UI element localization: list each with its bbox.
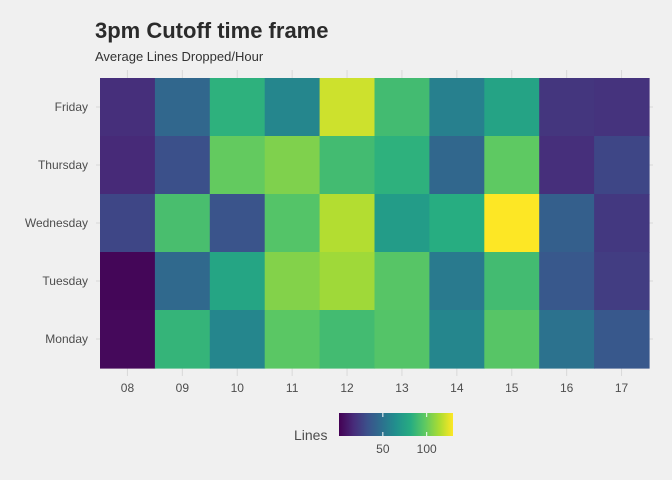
y-tick-label: Tuesday (42, 274, 88, 288)
heatmap-cell (209, 252, 266, 311)
heatmap-cell (374, 252, 430, 311)
heatmap-cell (484, 252, 540, 311)
heatmap-cell (484, 136, 540, 195)
heatmap-cell (154, 78, 211, 137)
heatmap-cell (429, 252, 485, 311)
x-tick-label: 14 (450, 381, 464, 395)
heatmap-cell (100, 136, 156, 195)
y-axis: Friday Thursday Wednesday Tuesday Monday (25, 100, 88, 346)
heatmap-cell (539, 78, 595, 137)
heatmap-cell (484, 310, 540, 369)
x-tick-label: 08 (121, 381, 135, 395)
heatmap-cell (100, 252, 156, 311)
chart-title: 3pm Cutoff time frame (95, 18, 328, 43)
heatmap-cell (209, 310, 266, 369)
heatmap-cell (209, 136, 266, 195)
heatmap-cell (539, 310, 595, 369)
heatmap-cell (154, 252, 211, 311)
heatmap-cell (319, 136, 376, 195)
x-tick-label: 12 (340, 381, 354, 395)
heatmap-cell (264, 310, 321, 369)
heatmap-cell (484, 194, 540, 253)
heatmap-cell (374, 136, 430, 195)
x-tick-label: 15 (505, 381, 519, 395)
heatmap-cell (264, 136, 321, 195)
heatmap-cell (594, 194, 650, 253)
heatmap-cell (319, 252, 376, 311)
x-tick-label: 13 (395, 381, 409, 395)
heatmap-cell (100, 194, 156, 253)
x-tick-label: 17 (615, 381, 629, 395)
legend-tick-label: 50 (376, 442, 390, 456)
heatmap-cell (539, 136, 595, 195)
heatmap-cell (319, 194, 376, 253)
heatmap-cell (594, 136, 650, 195)
chart-subtitle: Average Lines Dropped/Hour (95, 49, 264, 64)
heatmap-cell (594, 252, 650, 311)
heatmap-cell (264, 252, 321, 311)
heatmap-cell (539, 252, 595, 311)
heatmap-cell (154, 194, 211, 253)
heatmap-cell (374, 310, 430, 369)
heatmap-cell (264, 194, 321, 253)
heatmap-cell (319, 78, 376, 137)
x-tick-label: 10 (231, 381, 245, 395)
y-tick-label: Wednesday (25, 216, 88, 230)
heatmap-cell (429, 310, 485, 369)
x-axis: 08 09 10 11 12 13 14 15 16 17 (121, 381, 629, 395)
heatmap-cells (100, 78, 650, 369)
x-tick-label: 09 (176, 381, 190, 395)
heatmap-cell (429, 136, 485, 195)
x-tick-label: 11 (286, 381, 299, 395)
heatmap-cell (484, 78, 540, 137)
heatmap-cell (539, 194, 595, 253)
heatmap-cell (374, 194, 430, 253)
heatmap-cell (209, 78, 266, 137)
heatmap-cell (594, 78, 650, 137)
heatmap-cell (429, 78, 485, 137)
y-tick-label: Monday (45, 332, 88, 346)
y-tick-label: Friday (55, 100, 88, 114)
heatmap-cell (100, 310, 156, 369)
y-tick-label: Thursday (38, 158, 88, 172)
legend: Lines 50 100 (294, 413, 453, 456)
legend-tick-label: 100 (417, 442, 437, 456)
heatmap-cell (594, 310, 650, 369)
heatmap-cell (319, 310, 376, 369)
heatmap-cell (264, 78, 321, 137)
legend-title: Lines (294, 427, 327, 443)
x-tick-label: 16 (560, 381, 574, 395)
heatmap-cell (154, 136, 211, 195)
heatmap-cell (100, 78, 156, 137)
legend-colorbar (339, 413, 453, 436)
heatmap-cell (374, 78, 430, 137)
heatmap-cell (154, 310, 211, 369)
heatmap-cell (209, 194, 266, 253)
heatmap-cell (429, 194, 485, 253)
